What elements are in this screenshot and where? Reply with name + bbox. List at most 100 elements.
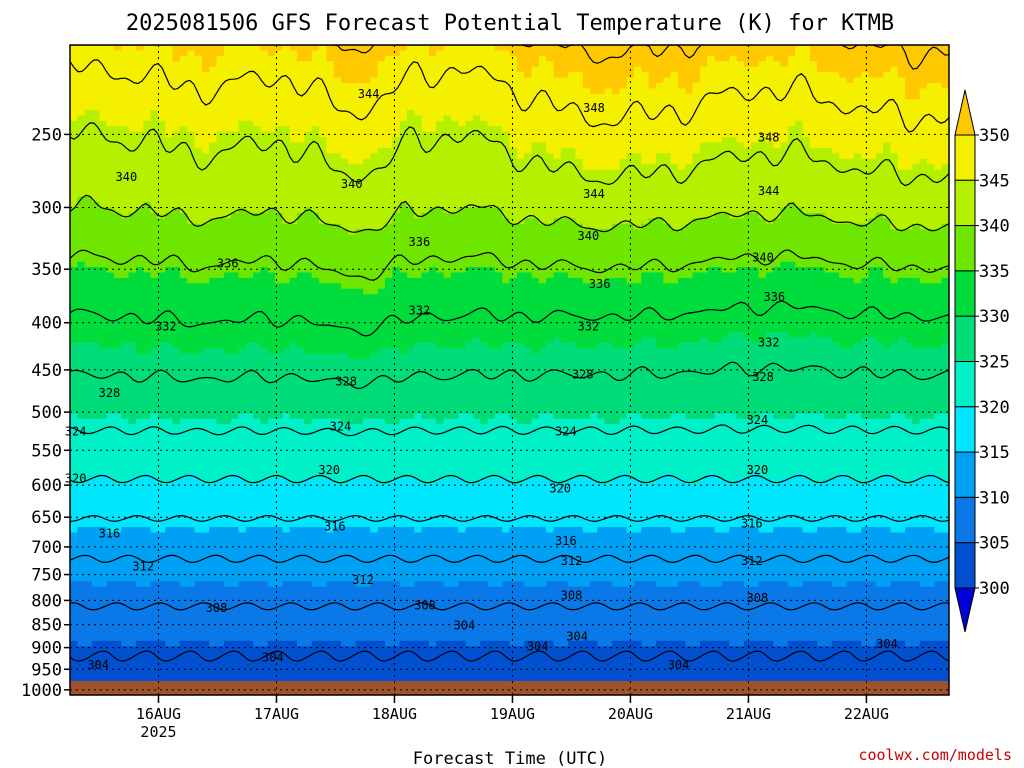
fill-cell	[77, 646, 86, 653]
fill-cell	[150, 137, 159, 144]
fill-cell	[113, 223, 122, 230]
fill-cell	[143, 321, 152, 328]
fill-cell	[194, 581, 203, 588]
fill-cell	[172, 305, 181, 312]
fill-cell	[70, 375, 78, 382]
fill-cell	[179, 88, 188, 95]
fill-cell	[150, 402, 159, 409]
fill-cell	[194, 472, 203, 479]
fill-cell	[179, 131, 188, 138]
fill-cell	[253, 212, 262, 219]
fill-cell	[355, 207, 364, 214]
fill-cell	[135, 575, 144, 582]
fill-cell	[348, 657, 357, 664]
fill-cell	[201, 234, 210, 241]
fill-cell	[326, 164, 335, 171]
fill-cell	[179, 72, 188, 79]
fill-cell	[165, 256, 174, 263]
fill-cell	[275, 440, 284, 447]
fill-cell	[113, 337, 122, 344]
fill-cell	[121, 505, 130, 512]
fill-cell	[165, 93, 174, 100]
fill-cell	[113, 88, 122, 95]
fill-cell	[355, 196, 364, 203]
fill-cell	[245, 500, 254, 507]
fill-cell	[275, 467, 284, 474]
fill-cell	[238, 240, 247, 247]
fill-cell	[267, 261, 276, 268]
fill-cell	[150, 283, 159, 290]
fill-cell	[99, 180, 108, 187]
fill-cell	[172, 207, 181, 214]
fill-cell	[253, 435, 262, 442]
fill-cell	[282, 169, 291, 176]
fill-cell	[238, 494, 247, 501]
fill-cell	[245, 586, 254, 593]
fill-cell	[194, 342, 203, 349]
fill-cell	[223, 288, 232, 295]
fill-cell	[297, 478, 305, 485]
fill-cell	[84, 277, 93, 284]
fill-cell	[77, 104, 86, 111]
fill-cell	[245, 315, 254, 322]
fill-cell	[267, 207, 276, 214]
fill-cell	[201, 261, 210, 268]
fill-cell	[370, 104, 379, 111]
fill-cell	[333, 353, 342, 360]
fill-cell	[363, 50, 371, 57]
fill-cell	[128, 288, 137, 295]
fill-cell	[355, 640, 364, 647]
fill-cell	[355, 592, 364, 599]
fill-cell	[70, 207, 78, 214]
fill-cell	[157, 386, 166, 393]
fill-cell	[70, 61, 78, 68]
fill-cell	[194, 456, 203, 463]
fill-cell	[143, 153, 152, 160]
fill-cell	[319, 169, 327, 176]
fill-cell	[201, 429, 210, 436]
fill-cell	[333, 673, 342, 680]
fill-cell	[99, 467, 108, 474]
fill-cell	[304, 99, 313, 106]
fill-cell	[282, 234, 291, 241]
fill-cell	[106, 667, 115, 674]
fill-cell	[223, 104, 232, 111]
fill-cell	[333, 164, 342, 171]
fill-cell	[245, 229, 254, 236]
fill-cell	[113, 261, 122, 268]
fill-cell	[128, 234, 137, 241]
fill-cell	[282, 207, 291, 214]
fill-cell	[333, 667, 342, 674]
fill-cell	[355, 380, 364, 387]
fill-cell	[84, 185, 93, 192]
fill-cell	[113, 391, 122, 398]
fill-cell	[84, 337, 93, 344]
fill-cell	[135, 45, 144, 52]
fill-cell	[311, 391, 320, 398]
fill-cell	[179, 359, 188, 366]
fill-cell	[165, 223, 174, 230]
fill-cell	[150, 277, 159, 284]
fill-cell	[289, 667, 298, 674]
fill-cell	[209, 635, 218, 642]
fill-cell	[99, 402, 108, 409]
fill-cell	[260, 196, 269, 203]
fill-cell	[355, 153, 364, 160]
fill-cell	[267, 364, 276, 371]
fill-cell	[341, 597, 349, 604]
fill-cell	[113, 110, 122, 117]
fill-cell	[157, 548, 166, 555]
fill-cell	[187, 570, 196, 577]
fill-cell	[282, 478, 291, 485]
fill-cell	[150, 673, 159, 680]
fill-cell	[91, 66, 100, 73]
fill-cell	[106, 288, 115, 295]
fill-cell	[179, 640, 188, 647]
fill-cell	[348, 483, 357, 490]
fill-cell	[319, 456, 327, 463]
fill-cell	[319, 294, 327, 301]
fill-cell	[150, 342, 159, 349]
fill-cell	[253, 575, 262, 582]
fill-cell	[282, 332, 291, 339]
fill-cell	[135, 483, 144, 490]
